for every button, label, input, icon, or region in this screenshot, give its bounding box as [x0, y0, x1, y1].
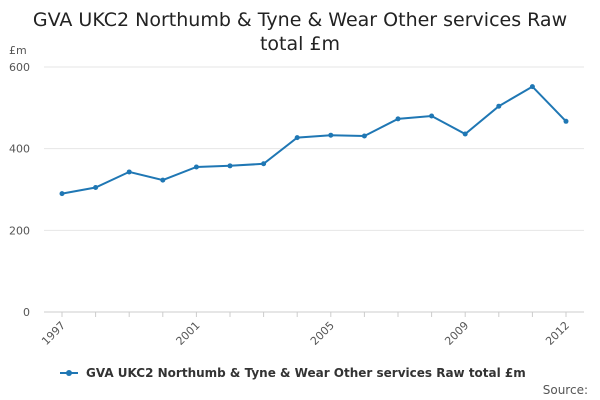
data-point	[227, 163, 233, 169]
data-point	[395, 116, 401, 122]
data-point	[126, 169, 132, 175]
series-line	[61, 85, 567, 195]
data-point	[563, 118, 569, 124]
data-point	[361, 133, 367, 139]
x-tick-label: 2012	[543, 319, 572, 348]
data-point	[496, 103, 502, 109]
x-tick-label: 1997	[39, 319, 68, 348]
y-tick-label: 400	[9, 143, 30, 156]
y-tick-label: 600	[9, 61, 30, 74]
data-point	[294, 135, 300, 141]
chart-title: GVA UKC2 Northumb & Tyne & Wear Other se…	[32, 9, 568, 55]
source-label: Source:	[542, 383, 588, 397]
legend[interactable]: GVA UKC2 Northumb & Tyne & Wear Other se…	[60, 366, 526, 380]
data-point	[529, 84, 535, 90]
data-point	[160, 177, 166, 183]
data-point	[462, 131, 468, 137]
legend-series-marker	[60, 368, 78, 378]
data-point	[193, 164, 199, 170]
y-axis-unit-label: £m	[9, 44, 27, 57]
y-tick-label: 200	[9, 224, 30, 237]
data-point	[429, 113, 435, 119]
data-point	[59, 191, 65, 197]
legend-series-label: GVA UKC2 Northumb & Tyne & Wear Other se…	[86, 366, 526, 380]
x-tick-label: 2005	[308, 319, 337, 348]
y-tick-label: 0	[23, 306, 30, 319]
data-point	[328, 132, 334, 138]
x-tick-label: 2009	[442, 319, 471, 348]
data-point	[93, 184, 99, 190]
x-tick-label: 2001	[174, 319, 203, 348]
data-point	[261, 161, 267, 167]
